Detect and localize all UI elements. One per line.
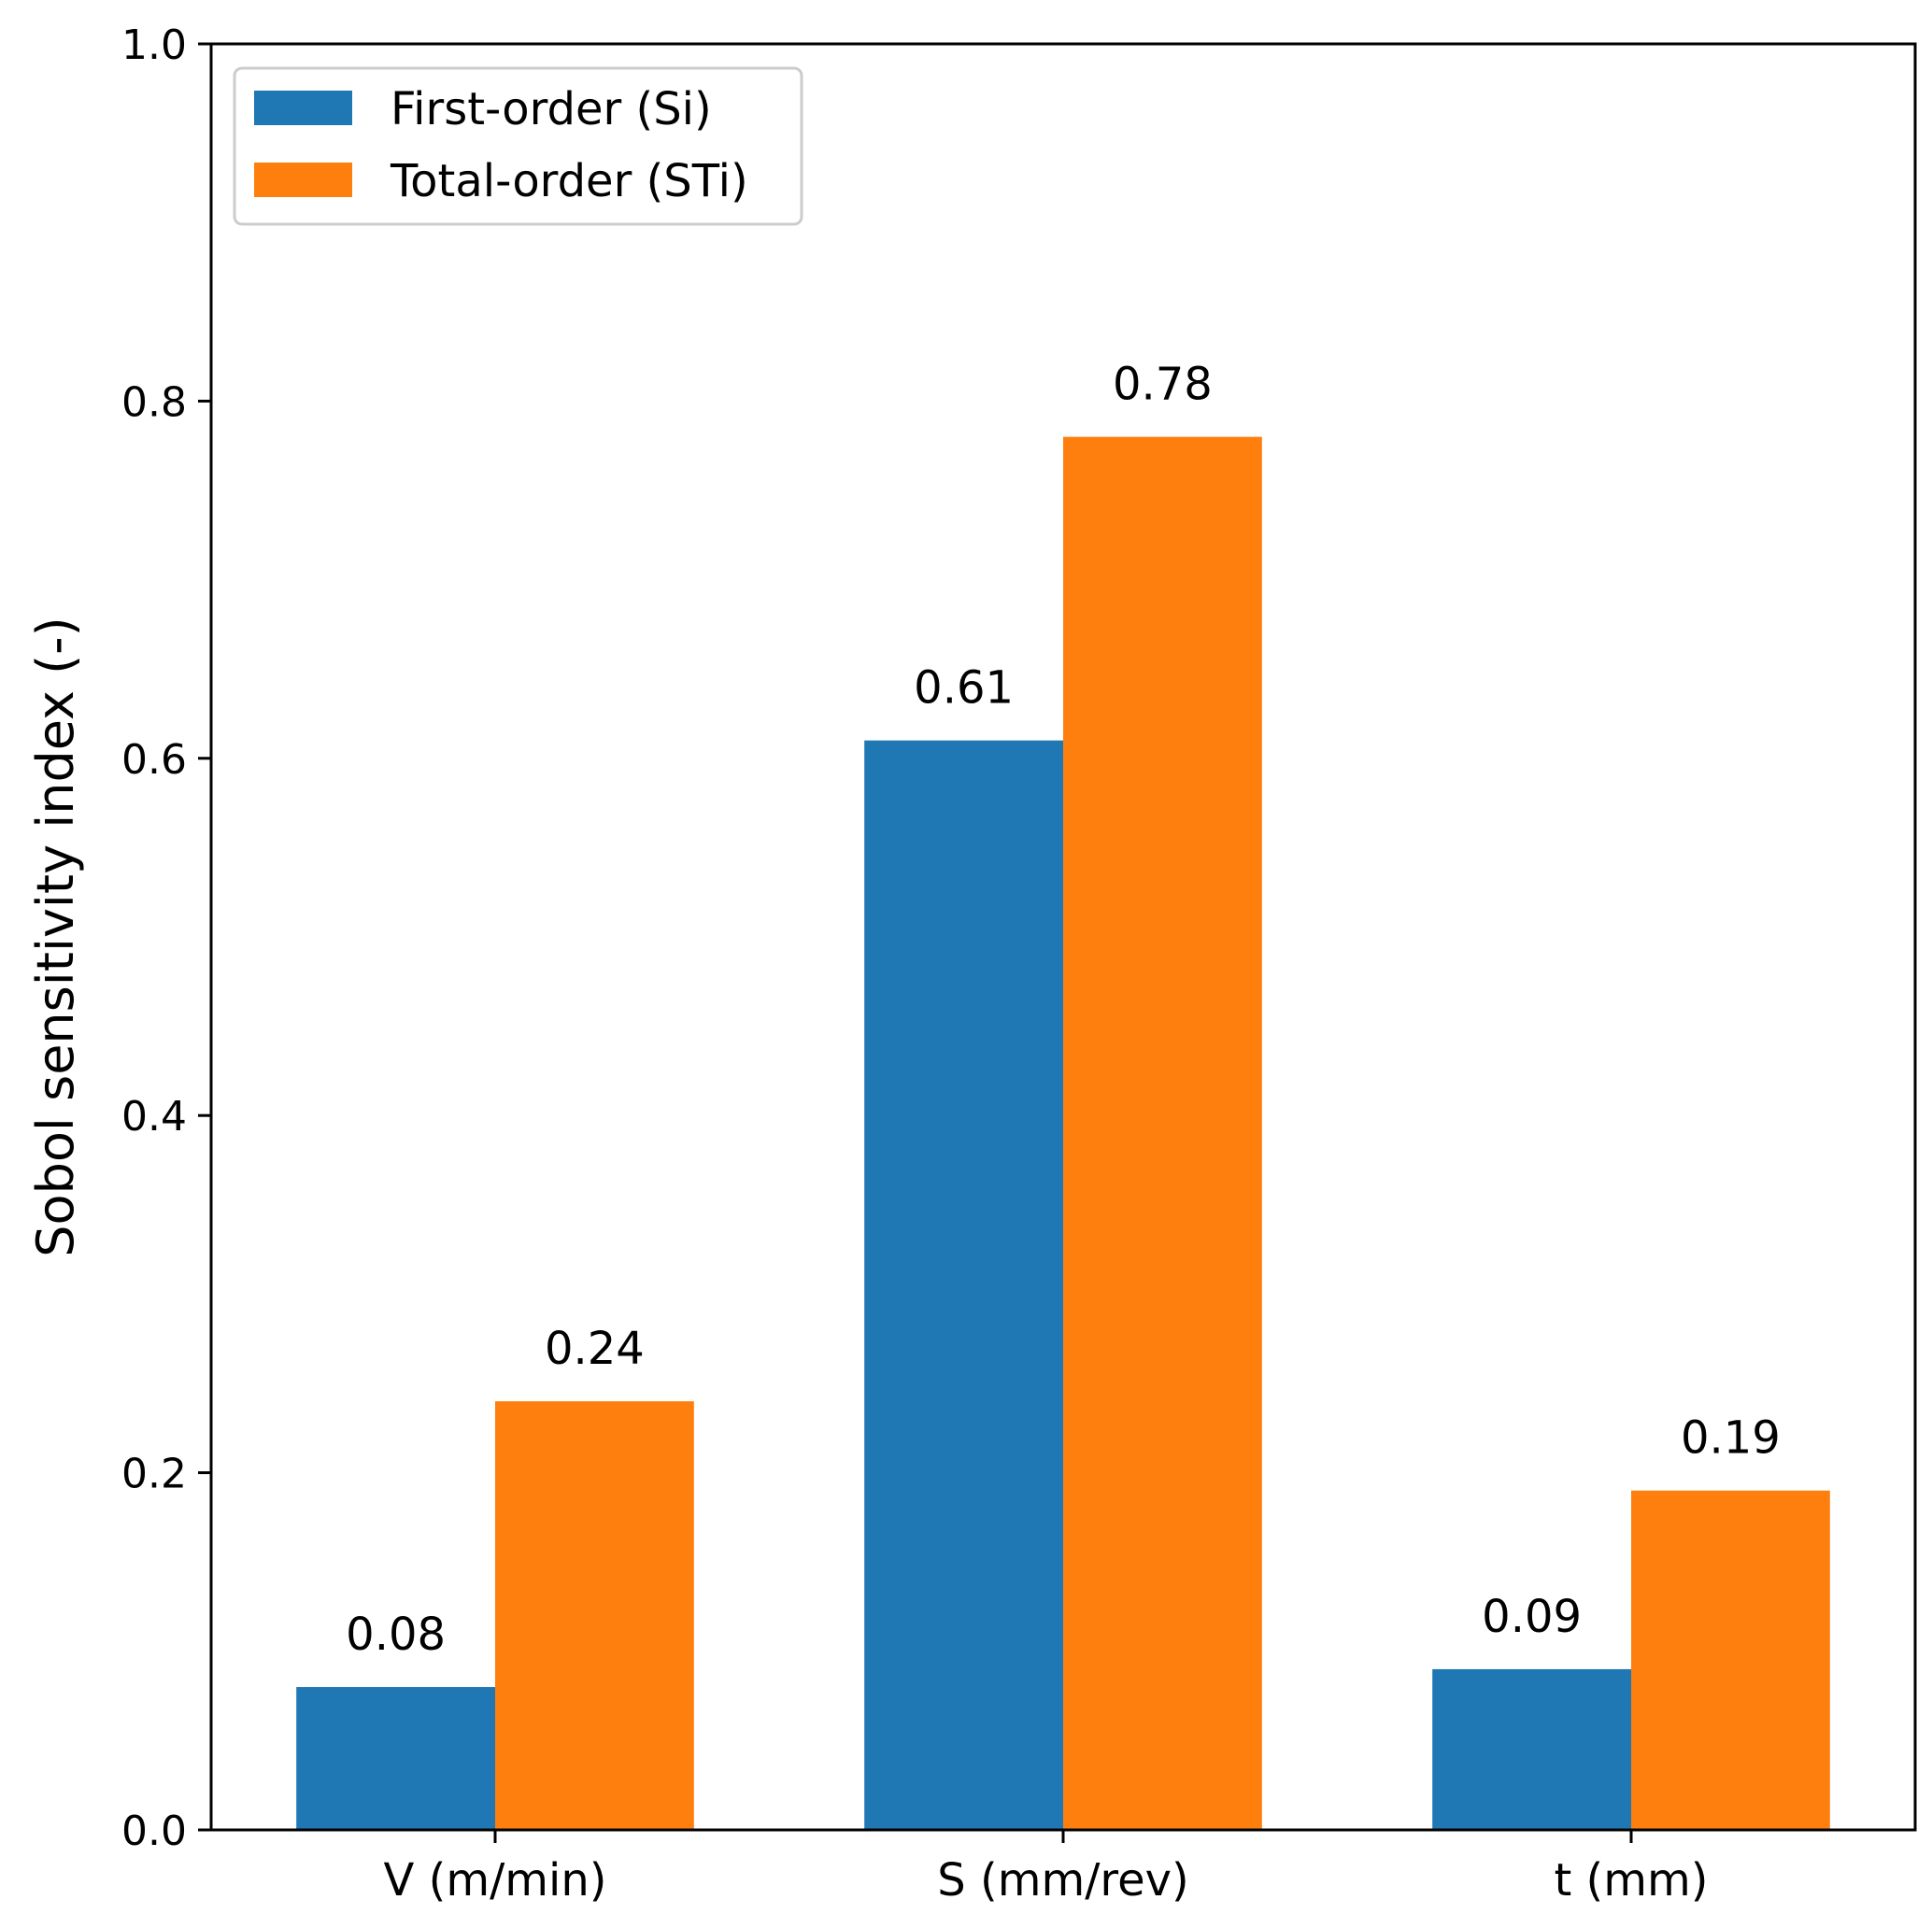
legend-swatch-first-order bbox=[254, 91, 352, 125]
bar-total-order-v bbox=[495, 1401, 694, 1830]
bar-first-order-s bbox=[864, 740, 1063, 1831]
y-tick-label: 0.8 bbox=[121, 378, 187, 426]
x-category-label-s: S (mm/rev) bbox=[937, 1854, 1188, 1907]
value-label-total-order-v: 0.24 bbox=[545, 1323, 645, 1375]
value-label-total-order-s: 0.78 bbox=[1113, 359, 1213, 411]
x-category-label-t: t (mm) bbox=[1554, 1854, 1708, 1907]
x-axis: V (m/min) S (mm/rev) t (mm) bbox=[384, 1830, 1709, 1907]
bar-total-order-t bbox=[1631, 1490, 1830, 1830]
value-label-total-order-t: 0.19 bbox=[1681, 1412, 1781, 1465]
y-tick-label: 0.0 bbox=[121, 1808, 187, 1855]
value-labels-layer: 0.08 0.61 0.09 0.24 0.78 0.19 bbox=[346, 359, 1781, 1661]
y-tick-label: 1.0 bbox=[121, 21, 187, 69]
y-tick-label: 0.6 bbox=[121, 736, 187, 784]
legend-frame bbox=[233, 66, 803, 226]
legend: First-order (Si) Total-order (STi) bbox=[233, 66, 803, 226]
y-axis-title: Sobol sensitivity index (-) bbox=[26, 617, 85, 1256]
y-tick-label: 0.4 bbox=[121, 1093, 187, 1141]
value-label-first-order-s: 0.61 bbox=[914, 662, 1014, 715]
bars-layer bbox=[296, 436, 1830, 1831]
value-label-first-order-t: 0.09 bbox=[1482, 1591, 1582, 1643]
y-tick-label: 0.2 bbox=[121, 1451, 187, 1498]
x-category-label-v: V (m/min) bbox=[384, 1854, 607, 1907]
legend-label-total-order: Total-order (STi) bbox=[390, 155, 748, 207]
value-label-first-order-v: 0.08 bbox=[346, 1609, 446, 1661]
bar-total-order-s bbox=[1063, 436, 1262, 1830]
legend-label-first-order: First-order (Si) bbox=[391, 83, 712, 135]
y-axis: 0.0 0.2 0.4 0.6 0.8 1.0 bbox=[121, 21, 211, 1855]
bar-first-order-t bbox=[1432, 1668, 1631, 1830]
legend-swatch-total-order bbox=[254, 163, 352, 197]
bar-first-order-v bbox=[296, 1687, 495, 1830]
